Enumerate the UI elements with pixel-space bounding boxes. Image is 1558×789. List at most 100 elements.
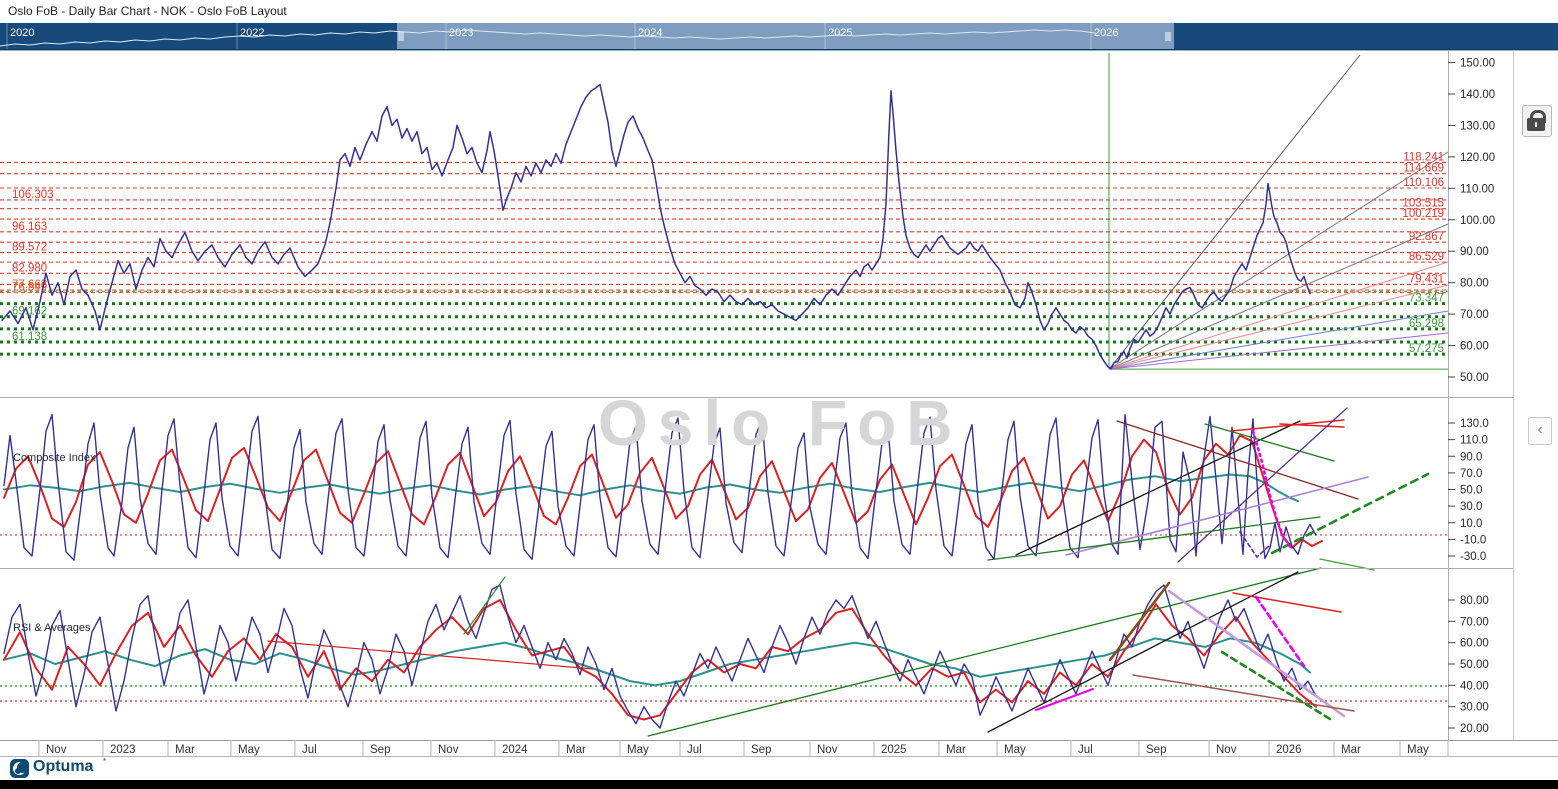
navigator-year-label: 2020 xyxy=(10,27,34,39)
x-axis-label: Jul xyxy=(1078,744,1093,756)
composite-drawing xyxy=(1177,407,1348,563)
y-axis-tick-label: 120.00 xyxy=(1460,152,1495,164)
y-axis-tick-label: 60.00 xyxy=(1460,638,1489,650)
composite-drawing xyxy=(1270,472,1430,555)
y-axis-tick-label: 70.0 xyxy=(1460,468,1482,480)
y-axis-tick-label: 140.00 xyxy=(1460,89,1495,101)
y-axis-tick-label: 10.0 xyxy=(1460,518,1482,530)
lock-button[interactable] xyxy=(1522,105,1552,137)
price-level-label: 110.106 xyxy=(1403,177,1444,189)
x-axis-label: Sep xyxy=(1146,744,1166,756)
bottom-black-bar xyxy=(0,780,1558,789)
price-level-label: 106.303 xyxy=(12,189,54,201)
timeline-navigator[interactable]: 2020 2022 2023 2024 2025 2026 xyxy=(0,23,1558,50)
composite-drawing xyxy=(1251,429,1293,550)
rsi-series-rsi xyxy=(3,584,1317,729)
y-axes[interactable]: 150.00 140.00 130.00 120.00 110.00 100.00 90.0… xyxy=(1448,58,1495,735)
x-axis[interactable]: Nov 2023 Mar May Jul Sep Nov 2024 Mar May Jul Sep No… xyxy=(0,740,1558,757)
fan-line xyxy=(1108,284,1449,370)
composite-drawing xyxy=(1204,423,1335,462)
brand-name: Optuma xyxy=(33,758,94,775)
y-axis-tick-label: -30.0 xyxy=(1460,551,1486,563)
fan-line xyxy=(1108,54,1361,370)
composite-series-composite xyxy=(3,414,1317,561)
x-axis-label: May xyxy=(1407,744,1429,756)
price-level-label: 65.298 xyxy=(1409,318,1444,330)
x-axis-label: 2023 xyxy=(110,744,136,756)
rsi-drawing xyxy=(267,640,594,670)
navigator-year-label: 2026 xyxy=(1094,27,1118,39)
composite-drawing xyxy=(1230,419,1345,432)
navigator-sparkline-svg[interactable]: 2020 2022 2023 2024 2025 2026 xyxy=(0,23,1558,50)
x-axis-label: Sep xyxy=(370,744,390,756)
composite-drawing xyxy=(1239,531,1270,558)
price-level-label: 100.219 xyxy=(1402,208,1444,220)
x-axis-label: Nov xyxy=(438,744,459,756)
composite-drawing xyxy=(1116,420,1359,500)
price-level-label: 69.162 xyxy=(12,306,47,318)
rsi-drawing xyxy=(987,571,1299,733)
rsi-panel xyxy=(0,567,1448,737)
y-axis-tick-label: 50.00 xyxy=(1460,659,1489,671)
fan-trend-lines[interactable] xyxy=(1108,53,1449,370)
x-axis-label: Nov xyxy=(46,744,67,756)
rsi-drawing xyxy=(1167,589,1346,718)
price-level-label: 118.241 xyxy=(1403,151,1444,163)
y-axis-tick-label: 70.00 xyxy=(1460,616,1489,628)
collapse-panel-button[interactable]: ‹ xyxy=(1528,417,1552,445)
rsi-drawing xyxy=(463,576,506,635)
price-level-label: 57.275 xyxy=(1409,343,1444,355)
lock-icon xyxy=(1530,110,1546,123)
y-axis-tick-label: 130.0 xyxy=(1460,418,1489,430)
footer-bar: Optuma * xyxy=(0,757,1558,780)
fan-line xyxy=(1108,223,1449,370)
price-level-label: 73.347 xyxy=(1409,293,1444,305)
brand-trademark: * xyxy=(103,757,107,766)
x-axis-label: 2024 xyxy=(502,744,528,756)
y-axis-tick-label: 50.00 xyxy=(1460,372,1489,384)
x-axis-label: 2025 xyxy=(881,744,907,756)
y-axis-tick-label: 130.00 xyxy=(1460,120,1495,132)
rsi-drawing xyxy=(647,567,1322,737)
rsi-series-signal xyxy=(3,599,1317,721)
optuma-logo-icon xyxy=(10,759,29,778)
rsi-drawing xyxy=(1035,688,1094,711)
x-axis-label: Nov xyxy=(817,744,838,756)
chevron-left-icon: ‹ xyxy=(1537,421,1543,438)
y-axis-tick-label: 50.0 xyxy=(1460,485,1482,497)
y-axis-tick-label: -10.0 xyxy=(1460,534,1486,546)
navigator-year-label: 2025 xyxy=(828,27,852,39)
y-axis-tick-label: 150.00 xyxy=(1460,58,1495,70)
y-axis-tick-label: 90.0 xyxy=(1460,451,1482,463)
y-axis-tick-label: 40.00 xyxy=(1460,680,1489,692)
rsi-series-average xyxy=(3,637,1311,687)
rsi-drawing xyxy=(1254,595,1306,668)
price-level-label: 76.849 xyxy=(12,282,47,294)
y-axis-tick-label: 70.00 xyxy=(1460,309,1489,321)
composite-series-signal xyxy=(3,434,1323,549)
composite-drawing xyxy=(1279,423,1345,428)
y-axis-tick-label: 20.00 xyxy=(1460,723,1489,735)
fan-line xyxy=(1108,151,1449,370)
chart-area[interactable]: Oslo FoB 118.241 114.669 110.106 106.303 103… xyxy=(0,50,1558,757)
watermark: Oslo FoB xyxy=(598,387,963,459)
x-axis-label: Nov xyxy=(1216,744,1237,756)
navigator-sparkline xyxy=(0,29,1096,47)
price-line xyxy=(1,83,1311,370)
x-axis-label: May xyxy=(627,744,649,756)
y-axis-tick-label: 90.00 xyxy=(1460,246,1489,258)
rsi-drawing xyxy=(1108,581,1171,662)
price-level-label: 92.867 xyxy=(1409,231,1444,243)
rsi-drawing xyxy=(1132,674,1355,712)
x-axis-label: Sep xyxy=(751,744,771,756)
y-axis-tick-label: 30.00 xyxy=(1460,702,1489,714)
y-axis-tick-label: 110.0 xyxy=(1460,435,1488,447)
composite-series-average xyxy=(3,473,1299,503)
rsi-drawing xyxy=(1220,650,1332,721)
y-axis-tick-label: 30.0 xyxy=(1460,501,1482,513)
composite-drawing xyxy=(1015,420,1301,556)
x-axis-label: Mar xyxy=(566,744,586,756)
